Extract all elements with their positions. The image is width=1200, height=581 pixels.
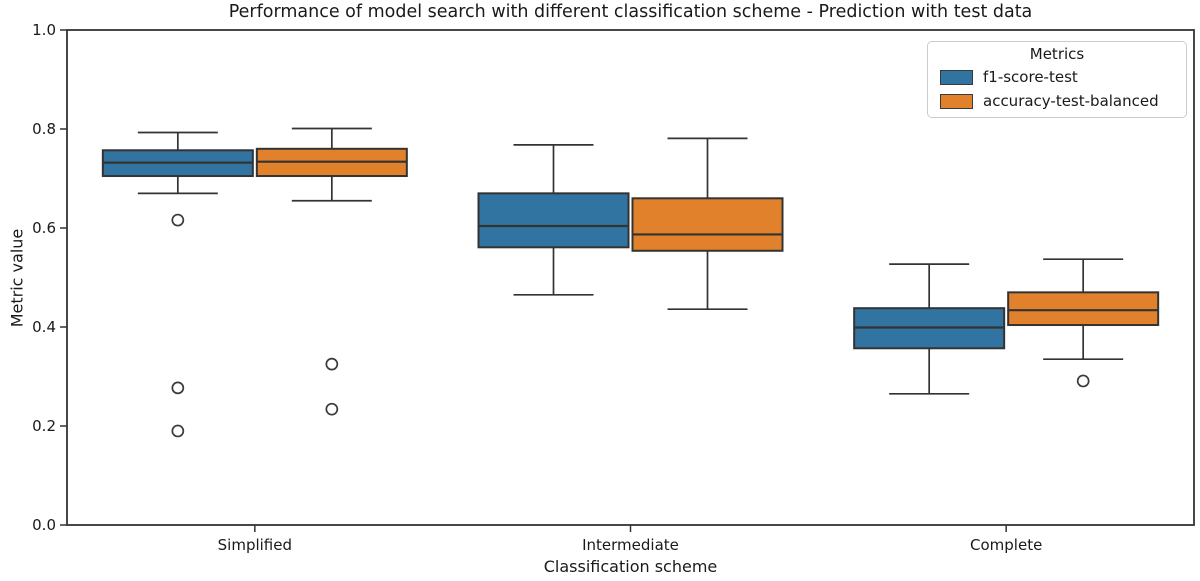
x-tick-label: Complete bbox=[970, 536, 1042, 554]
legend-item-label: f1-score-test bbox=[983, 68, 1078, 86]
outlier-accuracy-test-balanced-simplified bbox=[325, 357, 339, 371]
legend-swatch-icon bbox=[940, 69, 973, 85]
chart-title: Performance of model search with differe… bbox=[228, 2, 1033, 22]
box-accuracy-test-balanced-complete bbox=[1007, 291, 1160, 327]
y-tick-label: 0.2 bbox=[32, 417, 56, 435]
y-tick-label: 0.0 bbox=[32, 516, 56, 534]
x-tick-label: Simplified bbox=[218, 536, 292, 554]
outlier-accuracy-test-balanced-simplified bbox=[325, 402, 339, 416]
x-axis-label: Classification scheme bbox=[543, 557, 718, 576]
legend-item-accuracy-test-balanced: accuracy-test-balanced bbox=[936, 89, 1178, 113]
y-tick-label: 0.4 bbox=[32, 318, 56, 336]
box-f1-score-test-intermediate bbox=[477, 192, 630, 249]
legend-item-f1-score-test: f1-score-test bbox=[936, 65, 1178, 89]
outlier-f1-score-test-simplified bbox=[171, 381, 185, 395]
legend-items: f1-score-test accuracy-test-balanced bbox=[936, 65, 1178, 113]
y-tick-label: 0.6 bbox=[32, 219, 56, 237]
box-accuracy-test-balanced-intermediate bbox=[631, 197, 784, 252]
legend: Metrics f1-score-test accuracy-test-balan… bbox=[927, 41, 1187, 118]
y-tick-label: 1.0 bbox=[32, 21, 56, 39]
outlier-f1-score-test-simplified bbox=[171, 424, 185, 438]
outlier-f1-score-test-simplified bbox=[171, 213, 185, 227]
legend-swatch-icon bbox=[940, 93, 973, 109]
legend-title: Metrics bbox=[1029, 45, 1085, 63]
x-tick-label: Intermediate bbox=[582, 536, 679, 554]
outlier-accuracy-test-balanced-complete bbox=[1076, 374, 1090, 388]
y-tick-label: 0.8 bbox=[32, 120, 56, 138]
legend-item-label: accuracy-test-balanced bbox=[983, 92, 1159, 110]
